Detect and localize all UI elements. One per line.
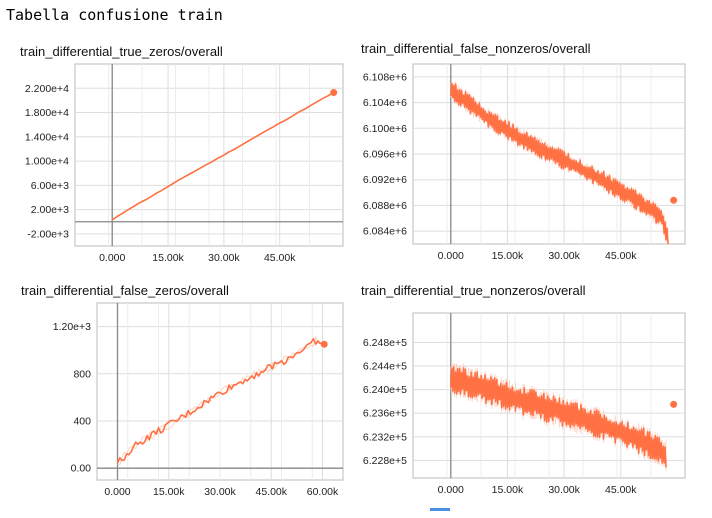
chart-title: train_differential_false_zeros/overall xyxy=(21,283,229,298)
x-tick-label: 15.00k xyxy=(492,250,524,262)
y-tick-label: 6.228e+5 xyxy=(363,455,407,467)
x-tick-label: 45.00k xyxy=(605,250,637,262)
y-tick-label: 1.000e+4 xyxy=(25,156,69,168)
x-tick-label: 0.000 xyxy=(99,252,125,264)
y-tick-label: -2.00e+3 xyxy=(27,228,69,240)
y-tick-label: 6.100e+6 xyxy=(363,123,407,135)
x-tick-label: 0.000 xyxy=(104,486,130,498)
y-tick-label: 6.104e+6 xyxy=(363,97,407,109)
x-tick-label: 30.00k xyxy=(548,484,580,496)
x-tick-label: 0.000 xyxy=(438,250,464,262)
last-point-marker[interactable] xyxy=(320,340,328,348)
series-line xyxy=(450,82,669,245)
y-tick-label: 6.240e+5 xyxy=(363,384,407,396)
y-tick-label: 1.20e+3 xyxy=(53,321,91,333)
y-tick-label: 1.400e+4 xyxy=(25,131,69,143)
y-tick-label: 0.00 xyxy=(71,463,92,475)
y-tick-label: 6.096e+6 xyxy=(363,149,407,161)
y-tick-label: 6.248e+5 xyxy=(363,337,407,349)
x-tick-label: 60.00k xyxy=(307,486,339,498)
y-tick-label: 6.088e+6 xyxy=(363,200,407,212)
x-tick-label: 30.00k xyxy=(204,486,236,498)
last-point-marker[interactable] xyxy=(670,196,678,204)
y-tick-label: 800 xyxy=(73,368,91,380)
chart-title: train_differential_true_zeros/overall xyxy=(20,44,223,59)
series-line xyxy=(116,338,323,464)
y-tick-label: 6.092e+6 xyxy=(363,174,407,186)
x-tick-label: 0.000 xyxy=(438,484,464,496)
series-line xyxy=(450,366,667,468)
y-tick-label: 2.200e+4 xyxy=(25,83,69,95)
chart-title: train_differential_false_nonzeros/overal… xyxy=(361,41,591,56)
y-tick-label: 2.00e+3 xyxy=(31,204,69,216)
chart-title: train_differential_true_nonzeros/overall xyxy=(361,283,586,298)
y-tick-label: 6.232e+5 xyxy=(363,431,407,443)
y-tick-label: 6.236e+5 xyxy=(363,408,407,420)
x-tick-label: 30.00k xyxy=(208,252,240,264)
y-tick-label: 400 xyxy=(73,416,91,428)
y-tick-label: 6.108e+6 xyxy=(363,71,407,83)
x-tick-label: 15.00k xyxy=(152,252,184,264)
last-point-marker[interactable] xyxy=(330,89,338,97)
y-tick-label: 6.00e+3 xyxy=(31,180,69,192)
last-point-marker[interactable] xyxy=(670,400,678,408)
series-line xyxy=(111,91,335,221)
x-tick-label: 15.00k xyxy=(153,486,185,498)
y-tick-label: 6.084e+6 xyxy=(363,226,407,238)
y-tick-label: 6.244e+5 xyxy=(363,361,407,373)
y-tick-label: 1.800e+4 xyxy=(25,107,69,119)
x-tick-label: 30.00k xyxy=(548,250,580,262)
x-tick-label: 15.00k xyxy=(492,484,524,496)
x-tick-label: 45.00k xyxy=(605,484,637,496)
scrollbar-indicator xyxy=(430,508,450,511)
x-tick-label: 45.00k xyxy=(264,252,296,264)
x-tick-label: 45.00k xyxy=(255,486,287,498)
page-title: Tabella confusione train xyxy=(6,6,223,24)
